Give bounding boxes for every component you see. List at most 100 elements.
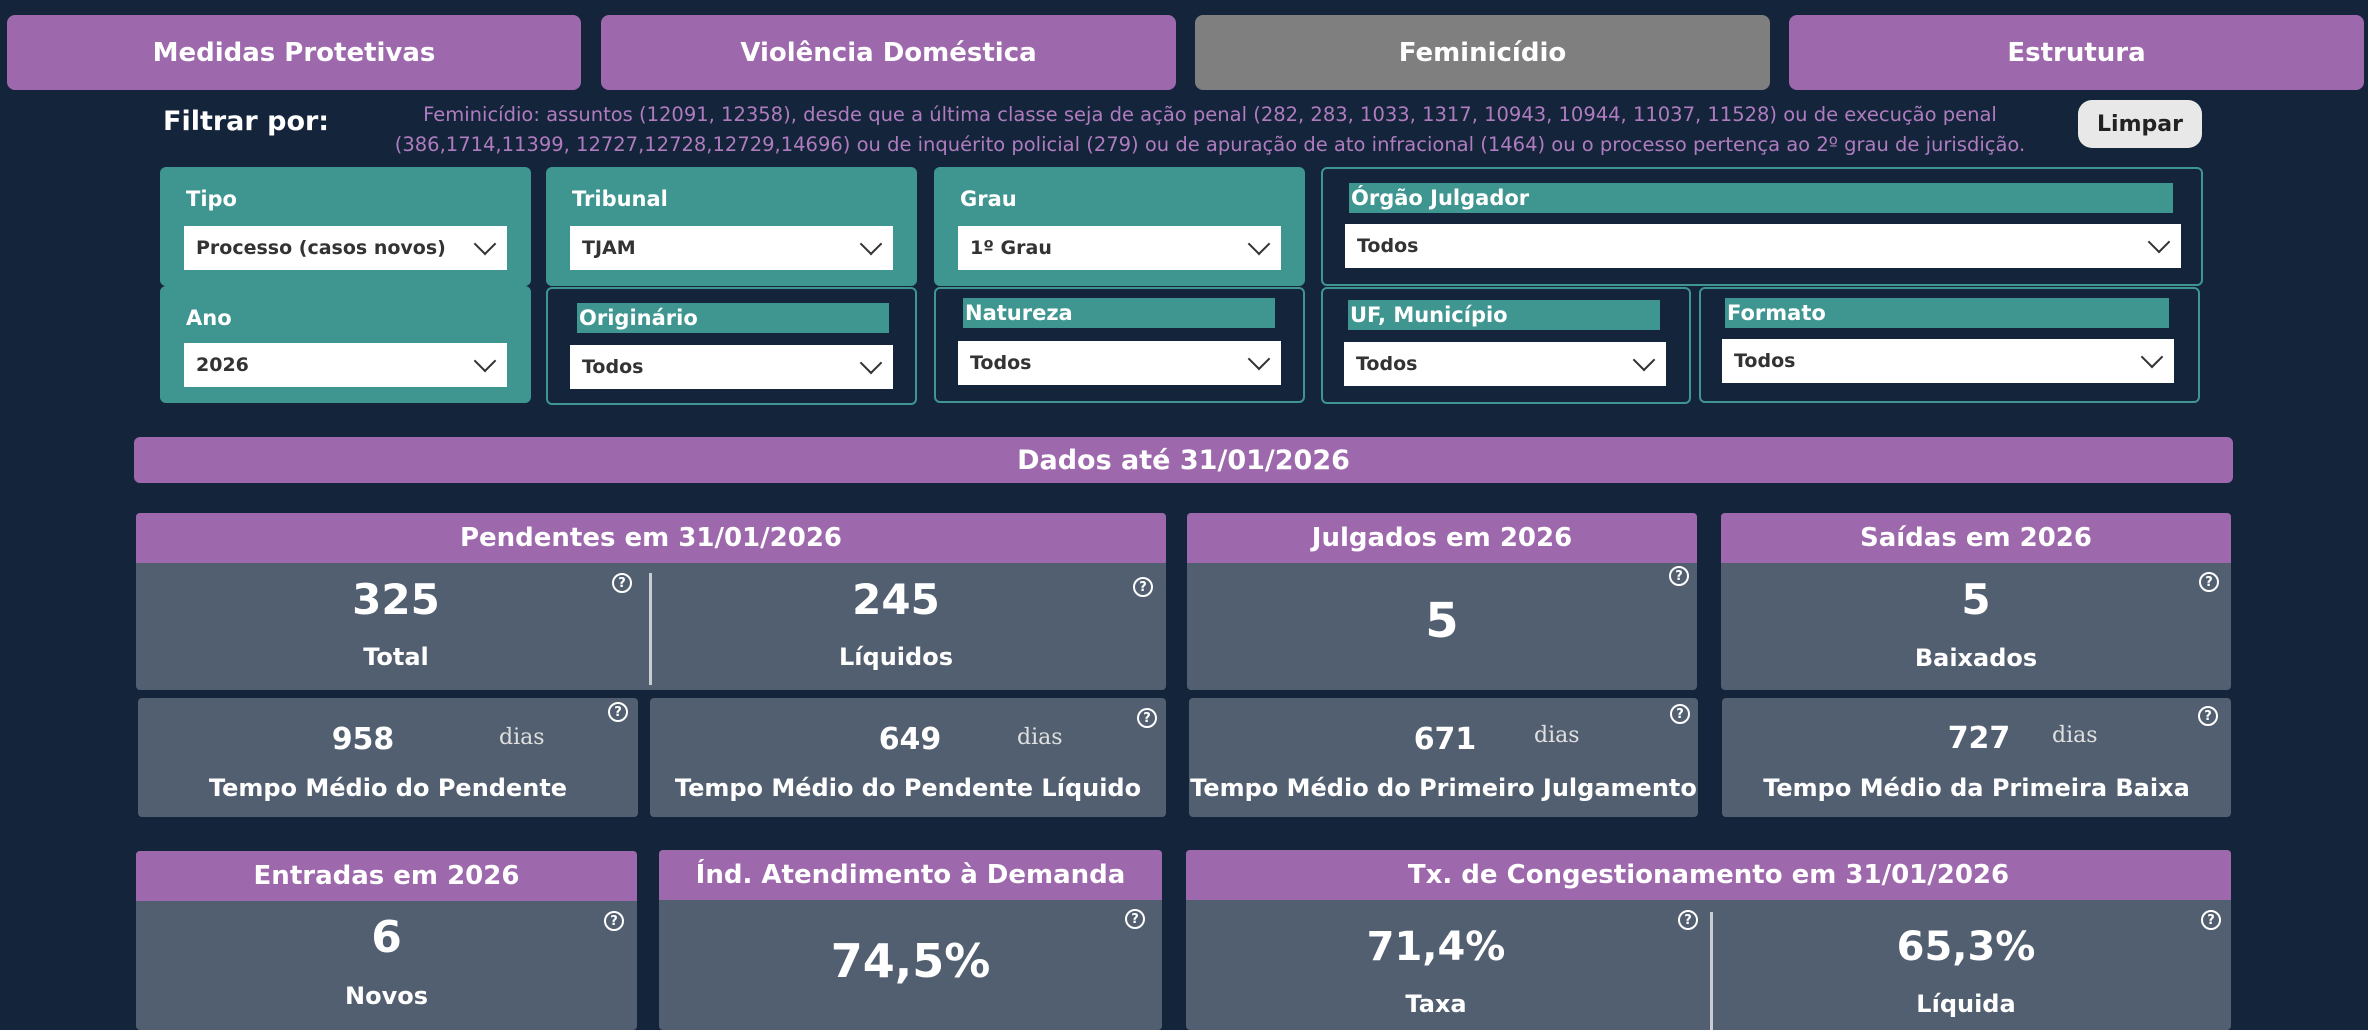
help-icon[interactable]: ? — [1670, 704, 1690, 724]
help-icon[interactable]: ? — [612, 573, 632, 593]
help-icon[interactable]: ? — [2201, 910, 2221, 930]
card-atendimento: Índ. Atendimento à Demanda 74,5% ? — [659, 850, 1162, 1030]
chevron-down-icon — [859, 351, 883, 375]
pendentes-liquidos-value: 245 — [852, 575, 940, 624]
card-title: Julgados em 2026 — [1187, 513, 1697, 563]
tab-medidas-protetivas[interactable]: Medidas Protetivas — [7, 15, 581, 90]
tempo-value: 671 — [1413, 722, 1477, 757]
help-icon[interactable]: ? — [1669, 566, 1689, 586]
tribunal-dropdown[interactable]: TJAM — [570, 226, 893, 270]
tempo-value: 958 — [331, 722, 395, 757]
chevron-down-icon — [473, 349, 497, 373]
card-title: Pendentes em 31/01/2026 — [136, 513, 1166, 563]
tempo-label: Tempo Médio do Pendente — [208, 774, 568, 802]
entradas-value: 6 — [371, 912, 402, 963]
orgao-dropdown[interactable]: Todos — [1345, 224, 2181, 268]
dropdown-value: 1º Grau — [970, 237, 1052, 259]
dropdown-value: TJAM — [582, 237, 636, 259]
julgados-value: 5 — [1425, 593, 1459, 649]
tempo-label: Tempo Médio do Pendente Líquido — [674, 774, 1142, 802]
slicer-uf-municipio: UF, Município Todos — [1321, 287, 1691, 404]
chevron-down-icon — [2147, 230, 2171, 254]
tempo-value: 649 — [878, 722, 942, 757]
ano-dropdown[interactable]: 2026 — [184, 343, 507, 387]
tempo-unit: dias — [2052, 723, 2098, 748]
slicer-title: Originário — [577, 303, 889, 333]
card-tempo-pendente-liquido: 649 dias Tempo Médio do Pendente Líquido… — [650, 698, 1166, 817]
card-pendentes: Pendentes em 31/01/2026 325 Total ? 245 … — [136, 513, 1166, 690]
slicer-orgao-julgador: Órgão Julgador Todos — [1321, 167, 2203, 286]
congestionamento-taxa-value: 71,4% — [1366, 924, 1506, 970]
slicer-formato: Formato Todos — [1699, 287, 2200, 403]
pendentes-total-label: Total — [363, 643, 429, 671]
dropdown-value: Todos — [970, 352, 1032, 374]
chevron-down-icon — [473, 232, 497, 256]
help-icon[interactable]: ? — [1678, 910, 1698, 930]
tab-violencia-domestica[interactable]: Violência Doméstica — [601, 15, 1176, 90]
congestionamento-taxa-label: Taxa — [1405, 990, 1467, 1018]
dropdown-value: Todos — [1357, 235, 1419, 257]
help-icon[interactable]: ? — [604, 911, 624, 931]
slicer-title: Tribunal — [572, 187, 668, 211]
card-entradas: Entradas em 2026 6 Novos ? — [136, 851, 637, 1030]
slicer-title: Grau — [960, 187, 1017, 211]
tempo-unit: dias — [1017, 725, 1063, 750]
saidas-value: 5 — [1961, 575, 1991, 624]
card-title: Saídas em 2026 — [1721, 513, 2231, 563]
help-icon[interactable]: ? — [1125, 909, 1145, 929]
card-title: Tx. de Congestionamento em 31/01/2026 — [1186, 850, 2231, 900]
card-congestionamento: Tx. de Congestionamento em 31/01/2026 71… — [1186, 850, 2231, 1030]
dropdown-value: Processo (casos novos) — [196, 237, 446, 259]
formato-dropdown[interactable]: Todos — [1722, 339, 2174, 383]
help-icon[interactable]: ? — [2198, 706, 2218, 726]
slicer-originario: Originário Todos — [546, 287, 917, 405]
slicer-title: Natureza — [963, 298, 1275, 328]
filter-label: Filtrar por: — [163, 106, 330, 137]
tempo-label: Tempo Médio da Primeira Baixa — [1763, 774, 2190, 802]
divider — [649, 573, 652, 685]
tab-feminicidio[interactable]: Feminicídio — [1195, 15, 1770, 90]
divider — [1710, 912, 1713, 1030]
card-saidas: Saídas em 2026 5 Baixados ? — [1721, 513, 2231, 690]
slicer-natureza: Natureza Todos — [934, 287, 1305, 403]
card-tempo-pendente: 958 dias Tempo Médio do Pendente ? — [138, 698, 638, 817]
saidas-label: Baixados — [1914, 644, 2038, 672]
pendentes-total-value: 325 — [352, 575, 440, 624]
grau-dropdown[interactable]: 1º Grau — [958, 226, 1281, 270]
tipo-dropdown[interactable]: Processo (casos novos) — [184, 226, 507, 270]
slicer-title: Tipo — [186, 187, 237, 211]
tempo-unit: dias — [1534, 723, 1580, 748]
help-icon[interactable]: ? — [1133, 577, 1153, 597]
tab-estrutura[interactable]: Estrutura — [1789, 15, 2364, 90]
dropdown-value: 2026 — [196, 354, 249, 376]
data-date-banner: Dados até 31/01/2026 — [134, 437, 2233, 483]
originario-dropdown[interactable]: Todos — [570, 345, 893, 389]
dropdown-value: Todos — [582, 356, 644, 378]
help-icon[interactable]: ? — [1137, 708, 1157, 728]
dropdown-value: Todos — [1734, 350, 1796, 372]
congestionamento-liquida-value: 65,3% — [1896, 924, 2036, 970]
clear-filters-button[interactable]: Limpar — [2078, 100, 2202, 148]
natureza-dropdown[interactable]: Todos — [958, 341, 1281, 385]
help-icon[interactable]: ? — [2199, 572, 2219, 592]
slicer-ano: Ano 2026 — [160, 286, 531, 403]
pendentes-liquidos-label: Líquidos — [839, 643, 953, 671]
congestionamento-liquida-label: Líquida — [1916, 990, 2016, 1018]
chevron-down-icon — [1247, 232, 1271, 256]
help-icon[interactable]: ? — [608, 702, 628, 722]
card-tempo-primeira-baixa: 727 dias Tempo Médio da Primeira Baixa ? — [1722, 698, 2231, 817]
tempo-value: 727 — [1947, 721, 2011, 756]
slicer-title: Ano — [186, 306, 232, 330]
slicer-title: Órgão Julgador — [1349, 183, 2173, 213]
dropdown-value: Todos — [1356, 353, 1418, 375]
atendimento-value: 74,5% — [830, 934, 991, 988]
uf-dropdown[interactable]: Todos — [1344, 342, 1666, 386]
tempo-label: Tempo Médio do Primeiro Julgamento — [1190, 774, 1697, 802]
slicer-tipo: Tipo Processo (casos novos) — [160, 167, 531, 286]
slicer-tribunal: Tribunal TJAM — [546, 167, 917, 286]
chevron-down-icon — [1632, 348, 1656, 372]
tempo-unit: dias — [499, 725, 545, 750]
filter-description: Feminicídio: assuntos (12091, 12358), de… — [394, 103, 2026, 156]
slicer-title: UF, Município — [1348, 300, 1660, 330]
card-title: Entradas em 2026 — [136, 851, 637, 901]
